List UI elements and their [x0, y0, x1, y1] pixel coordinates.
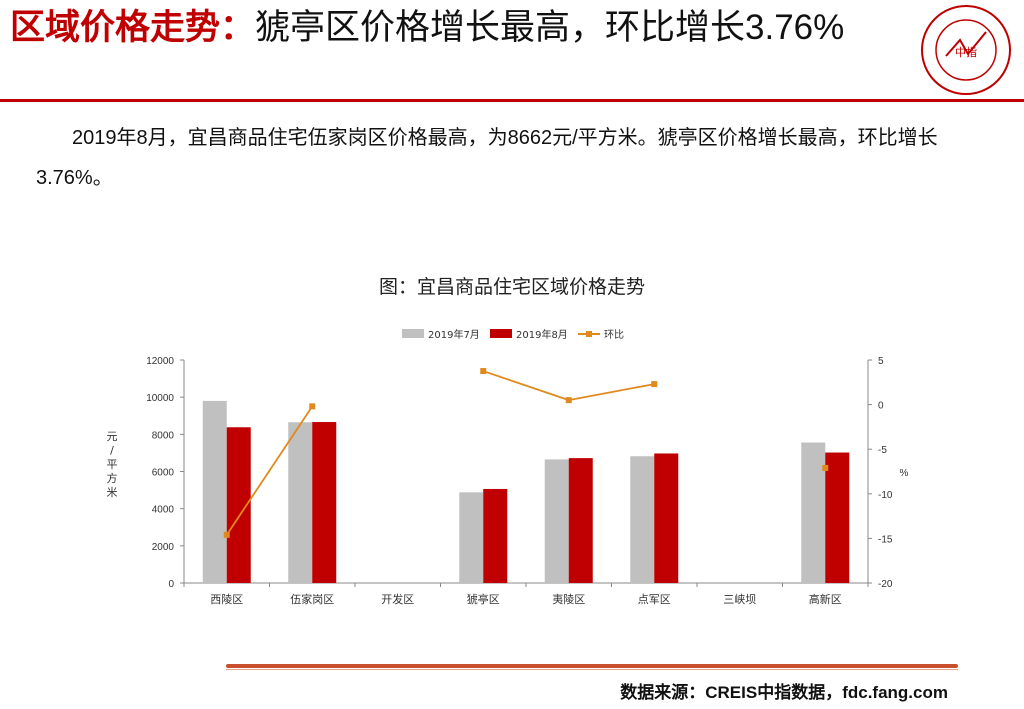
legend-swatch: [402, 329, 424, 338]
bar-jul: [459, 492, 484, 583]
bar-aug: [483, 488, 508, 583]
y-tick-label: 4000: [152, 505, 175, 516]
bar-jul: [202, 400, 227, 583]
bar-aug: [568, 458, 593, 583]
x-category-label: 开发区: [381, 592, 414, 606]
logo-center-text: 中指: [955, 45, 977, 59]
legend-label: 2019年7月: [428, 328, 480, 341]
y-axis-label: 元/平方米: [107, 430, 118, 499]
y2-tick-label: -20: [878, 579, 893, 590]
y-tick-label: 2000: [152, 542, 175, 553]
y2-tick-label: 5: [878, 356, 884, 367]
mom-point: [565, 397, 572, 404]
y-tick-label: 12000: [146, 356, 174, 367]
x-category-label: 西陵区: [210, 593, 243, 606]
mom-point: [651, 381, 658, 388]
x-category-label: 伍家岗区: [290, 592, 334, 606]
y2-tick-label: -5: [878, 445, 887, 456]
bar-jul: [288, 422, 313, 583]
chart-title: 图：宜昌商品住宅区域价格走势: [378, 277, 645, 298]
title-divider: [0, 99, 1024, 102]
bar-jul: [801, 442, 826, 583]
page-title-highlight: 区域价格走势：: [10, 8, 256, 47]
price-trend-chart: 0 2000 4000 6000 8000 10000 12000 -20 -15 -10 -5 0 5…: [107, 328, 909, 606]
bar-jul: [544, 459, 569, 583]
mom-line-segment: [482, 370, 570, 401]
page-title-rest: 猇亭区价格增长最高，环比增长3.76%: [255, 8, 845, 47]
bar-aug: [654, 453, 679, 583]
y2-axis-label: %: [900, 468, 909, 479]
y-tick-label: 6000: [152, 468, 175, 479]
data-source-note: 数据来源：CREIS中指数据，fdc.fang.com: [620, 683, 948, 702]
x-category-label: 点军区: [638, 593, 671, 606]
legend-swatch: [490, 329, 512, 338]
x-category-label: 猇亭区: [467, 592, 500, 606]
y-tick-label: 8000: [152, 430, 175, 441]
x-category-label: 高新区: [809, 592, 842, 606]
legend-label: 2019年8月: [516, 328, 568, 341]
x-category-label: 夷陵区: [552, 593, 585, 606]
bar-aug: [825, 452, 850, 583]
china-index-academy-logo: 中指: [921, 5, 1011, 95]
y-tick-label: 0: [168, 579, 174, 590]
mom-point: [480, 368, 487, 375]
y2-tick-label: 0: [878, 401, 884, 412]
y-tick-label: 10000: [146, 393, 174, 404]
mom-line-segment: [226, 405, 313, 536]
bar-aug: [312, 422, 337, 583]
mom-point: [223, 531, 230, 538]
mom-point: [309, 403, 316, 410]
x-category-label: 三峡坝: [723, 592, 756, 606]
bar-jul: [630, 456, 655, 583]
mom-line-segment: [568, 383, 655, 402]
footer-divider-thin: [226, 669, 958, 670]
legend-label: 环比: [604, 329, 624, 341]
footer-divider: [226, 664, 958, 668]
y2-tick-label: -10: [878, 490, 893, 501]
summary-paragraph: 2019年8月，宜昌商品住宅伍家岗区价格最高，为8662元/平方米。猇亭区价格增…: [36, 127, 938, 189]
y2-tick-label: -15: [878, 534, 893, 545]
mom-point: [822, 464, 829, 471]
page-title: 区域价格走势：猇亭区价格增长最高，环比增长3.76%: [10, 6, 910, 50]
legend-swatch-marker: [586, 331, 592, 337]
